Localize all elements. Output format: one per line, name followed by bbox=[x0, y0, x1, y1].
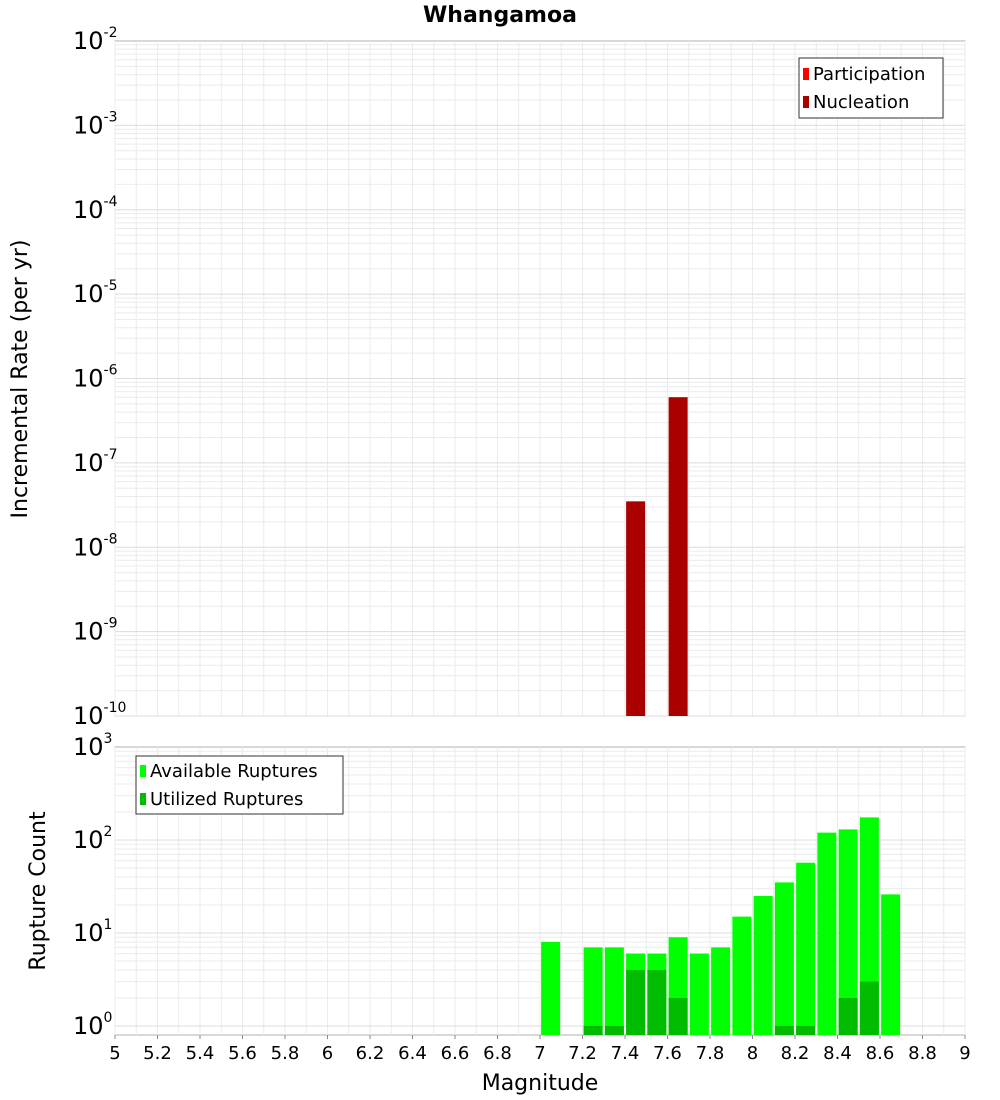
y-tick-top--4: 10-4 bbox=[73, 194, 118, 224]
bottom-x-ticks: 5 5.2 5.4 5.6 5.8 6 6.2 6.4 6.6 6.8 7 7.2 7.4 7.6 7.8 8… bbox=[109, 1035, 971, 1064]
y-tick-top--8: 10-8 bbox=[73, 531, 118, 561]
bottom-plot-area: 100 101 102 103 5 5.2 5.4 5.6 5.8 6 6.2 6.4 6.6 6.8 7… bbox=[26, 731, 971, 1096]
bar-nucleation-7.65 bbox=[668, 397, 688, 716]
x-tick-label: 5.4 bbox=[186, 1043, 215, 1064]
bar-available-ruptures-7.35 bbox=[604, 947, 624, 1035]
bar-available-ruptures-7.25 bbox=[583, 947, 603, 1035]
legend-swatch-participation bbox=[803, 68, 809, 80]
bar-available-ruptures-8.55 bbox=[859, 817, 879, 1035]
x-tick-label: 6 bbox=[322, 1043, 333, 1064]
x-tick-label: 8.8 bbox=[908, 1043, 937, 1064]
top-bars bbox=[626, 397, 688, 716]
y-tick-top--3: 10-3 bbox=[73, 109, 118, 139]
x-axis-title: Magnitude bbox=[482, 1071, 599, 1096]
bar-available-ruptures-8.65 bbox=[881, 894, 901, 1035]
y-tick-top--9: 10-9 bbox=[73, 616, 118, 646]
bar-utilized-ruptures-8.25 bbox=[796, 1025, 816, 1035]
legend-swatch-utilized-ruptures bbox=[140, 793, 146, 805]
top-legend: Participation Nucleation bbox=[798, 57, 944, 119]
bar-available-ruptures-8.25 bbox=[796, 862, 816, 1035]
x-tick-label: 5.8 bbox=[271, 1043, 300, 1064]
bar-available-ruptures-8.35 bbox=[817, 832, 837, 1035]
x-tick-label: 8.2 bbox=[781, 1043, 810, 1064]
y-tick-top--7: 10-7 bbox=[73, 447, 118, 477]
bar-available-ruptures-8.05 bbox=[753, 895, 773, 1035]
y-tick-bottom-0: 100 bbox=[73, 1010, 112, 1040]
bar-available-ruptures-7.95 bbox=[732, 916, 752, 1035]
top-y-axis-title: Incremental Rate (per yr) bbox=[8, 240, 33, 519]
legend-label-participation: Participation bbox=[813, 64, 925, 85]
x-tick-label: 8.4 bbox=[823, 1043, 852, 1064]
y-tick-bottom-1: 101 bbox=[73, 917, 112, 947]
top-grid bbox=[114, 41, 966, 717]
bar-available-ruptures-8.45 bbox=[838, 829, 858, 1035]
bar-utilized-ruptures-7.55 bbox=[647, 969, 667, 1035]
x-tick-label: 7.6 bbox=[653, 1043, 682, 1064]
legend-swatch-available-ruptures bbox=[140, 765, 146, 777]
bar-utilized-ruptures-7.45 bbox=[626, 969, 646, 1035]
x-tick-label: 7.8 bbox=[696, 1043, 725, 1064]
x-tick-label: 6.2 bbox=[356, 1043, 385, 1064]
top-y-ticks: 10-10 10-9 10-8 10-7 10-6 10-5 10-4 10-3 10-2 bbox=[73, 25, 126, 730]
legend-label-nucleation: Nucleation bbox=[813, 92, 909, 113]
x-tick-label: 5 bbox=[109, 1043, 120, 1064]
bar-utilized-ruptures-8.55 bbox=[859, 981, 879, 1035]
x-tick-label: 5.2 bbox=[143, 1043, 172, 1064]
legend-label-utilized-ruptures: Utilized Ruptures bbox=[150, 789, 303, 810]
chart-title: Whangamoa bbox=[423, 3, 577, 28]
bottom-bars bbox=[541, 817, 901, 1035]
x-tick-label: 5.6 bbox=[228, 1043, 257, 1064]
y-tick-top--6: 10-6 bbox=[73, 363, 118, 393]
y-tick-bottom-3: 103 bbox=[73, 731, 112, 761]
top-plot-area: 10-10 10-9 10-8 10-7 10-6 10-5 10-4 10-3 10-2 In… bbox=[8, 25, 966, 730]
bottom-legend: Available Ruptures Utilized Ruptures bbox=[135, 755, 344, 815]
legend-swatch-nucleation bbox=[803, 96, 809, 108]
x-tick-label: 6.8 bbox=[483, 1043, 512, 1064]
bar-utilized-ruptures-7.65 bbox=[668, 997, 688, 1035]
x-tick-label: 6.4 bbox=[398, 1043, 427, 1064]
bar-available-ruptures-7.05 bbox=[541, 942, 561, 1035]
y-tick-top--10: 10-10 bbox=[73, 700, 126, 730]
x-tick-label: 7.2 bbox=[568, 1043, 597, 1064]
bar-utilized-ruptures-7.35 bbox=[604, 1025, 624, 1035]
x-tick-label: 7.4 bbox=[611, 1043, 640, 1064]
bar-utilized-ruptures-8.15 bbox=[774, 1025, 794, 1035]
bottom-legend-frame bbox=[135, 755, 344, 815]
bar-available-ruptures-7.75 bbox=[689, 953, 709, 1035]
x-tick-label: 9 bbox=[959, 1043, 970, 1064]
bottom-y-axis-title: Rupture Count bbox=[26, 811, 51, 971]
bar-utilized-ruptures-8.45 bbox=[838, 997, 858, 1035]
x-tick-label: 8 bbox=[747, 1043, 758, 1064]
bar-utilized-ruptures-7.25 bbox=[583, 1025, 603, 1035]
x-tick-label: 8.6 bbox=[866, 1043, 895, 1064]
legend-label-available-ruptures: Available Ruptures bbox=[150, 761, 318, 782]
x-tick-label: 7 bbox=[534, 1043, 545, 1064]
y-tick-top--5: 10-5 bbox=[73, 278, 118, 308]
y-tick-bottom-2: 102 bbox=[73, 824, 112, 854]
bar-available-ruptures-8.15 bbox=[774, 882, 794, 1035]
x-tick-label: 6.6 bbox=[441, 1043, 470, 1064]
top-legend-frame bbox=[798, 57, 944, 119]
bottom-y-ticks: 100 101 102 103 bbox=[73, 731, 112, 1040]
y-tick-top--2: 10-2 bbox=[73, 25, 118, 55]
bar-available-ruptures-7.85 bbox=[711, 947, 731, 1035]
bar-nucleation-7.45 bbox=[626, 501, 646, 716]
